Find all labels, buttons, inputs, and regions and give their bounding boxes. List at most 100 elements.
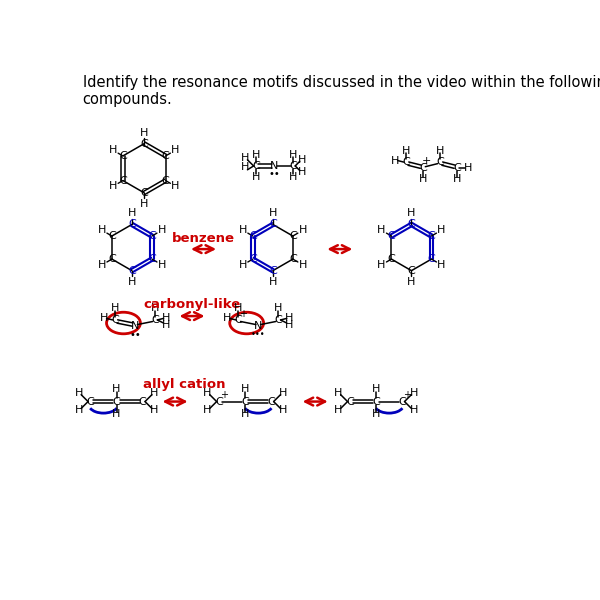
Text: C: C — [372, 397, 380, 407]
Text: H: H — [377, 225, 386, 235]
Text: C: C — [274, 315, 282, 325]
Text: C: C — [402, 157, 410, 167]
Text: H: H — [112, 409, 121, 419]
Text: H: H — [241, 153, 250, 163]
Text: H: H — [109, 181, 118, 191]
Text: Identify the resonance motifs discussed in the video within the following
compou: Identify the resonance motifs discussed … — [83, 75, 600, 107]
Text: H: H — [223, 313, 232, 323]
Text: C: C — [148, 231, 156, 241]
Text: H: H — [463, 163, 472, 173]
Text: H: H — [241, 409, 250, 419]
Text: C: C — [108, 254, 116, 264]
Text: H: H — [437, 260, 446, 270]
Text: carbonyl-like: carbonyl-like — [143, 298, 241, 311]
Text: C: C — [162, 176, 169, 185]
Text: C: C — [388, 254, 395, 264]
Text: •••: ••• — [251, 330, 266, 339]
Text: +: + — [239, 309, 247, 319]
Text: H: H — [158, 260, 166, 270]
Text: H: H — [298, 155, 306, 165]
Text: H: H — [372, 384, 380, 394]
Text: benzene: benzene — [172, 232, 235, 245]
Text: C: C — [407, 220, 415, 229]
Text: H: H — [299, 225, 307, 235]
Text: C: C — [428, 254, 436, 264]
Text: C: C — [235, 315, 242, 325]
Text: H: H — [269, 277, 277, 287]
Text: C: C — [108, 231, 116, 241]
Text: C: C — [128, 220, 136, 229]
Text: H: H — [74, 405, 83, 415]
Text: H: H — [252, 172, 260, 182]
Text: H: H — [161, 320, 170, 329]
Text: C: C — [398, 397, 406, 407]
Text: H: H — [140, 199, 148, 209]
Text: C: C — [119, 176, 127, 185]
Text: C: C — [453, 163, 461, 173]
Text: N: N — [131, 321, 139, 331]
Text: +: + — [403, 389, 411, 400]
Text: C: C — [215, 397, 223, 407]
Text: C: C — [252, 161, 260, 171]
Text: H: H — [98, 225, 106, 235]
Text: C: C — [111, 315, 119, 325]
Text: C: C — [289, 231, 297, 241]
Text: C: C — [289, 254, 297, 264]
Text: C: C — [249, 231, 257, 241]
Text: C: C — [249, 254, 257, 264]
Text: C: C — [151, 315, 159, 325]
Text: H: H — [150, 388, 158, 398]
Text: H: H — [274, 304, 283, 313]
Text: C: C — [346, 397, 354, 407]
Text: H: H — [410, 388, 418, 398]
Text: H: H — [289, 172, 297, 182]
Text: H: H — [111, 304, 119, 313]
Text: C: C — [128, 266, 136, 275]
Text: H: H — [285, 313, 293, 323]
Text: +: + — [220, 389, 227, 400]
Text: allyl cation: allyl cation — [143, 378, 226, 391]
Text: H: H — [289, 150, 297, 160]
Text: H: H — [171, 145, 179, 155]
Text: H: H — [285, 320, 293, 329]
Text: C: C — [119, 151, 127, 161]
Text: H: H — [407, 277, 416, 287]
Text: N: N — [270, 161, 278, 171]
Text: H: H — [100, 313, 109, 323]
Text: H: H — [402, 146, 410, 155]
Text: H: H — [98, 260, 106, 270]
Text: H: H — [419, 174, 427, 184]
Text: H: H — [151, 304, 159, 313]
Text: H: H — [74, 388, 83, 398]
Text: H: H — [334, 405, 343, 415]
Text: ••: •• — [129, 329, 141, 340]
Text: C: C — [269, 220, 277, 229]
Text: H: H — [269, 208, 277, 218]
Text: H: H — [128, 277, 136, 287]
Text: H: H — [436, 146, 444, 155]
Text: H: H — [150, 405, 158, 415]
Text: C: C — [407, 266, 415, 275]
Text: C: C — [86, 397, 94, 407]
Text: H: H — [299, 260, 307, 270]
Text: H: H — [161, 313, 170, 323]
Text: C: C — [113, 397, 121, 407]
Text: H: H — [239, 260, 247, 270]
Text: C: C — [289, 161, 297, 171]
Text: H: H — [171, 181, 179, 191]
Text: H: H — [109, 145, 118, 155]
Text: C: C — [419, 163, 427, 173]
Text: H: H — [410, 405, 418, 415]
Text: N: N — [254, 321, 262, 331]
Text: H: H — [452, 174, 461, 184]
Text: H: H — [203, 388, 212, 398]
Text: H: H — [239, 225, 247, 235]
Text: H: H — [158, 225, 166, 235]
Text: C: C — [269, 266, 277, 275]
Text: C: C — [140, 188, 148, 198]
Text: H: H — [298, 167, 306, 177]
Text: C: C — [148, 254, 156, 264]
Text: +: + — [421, 157, 431, 166]
Text: H: H — [372, 409, 380, 419]
Text: H: H — [252, 150, 260, 160]
